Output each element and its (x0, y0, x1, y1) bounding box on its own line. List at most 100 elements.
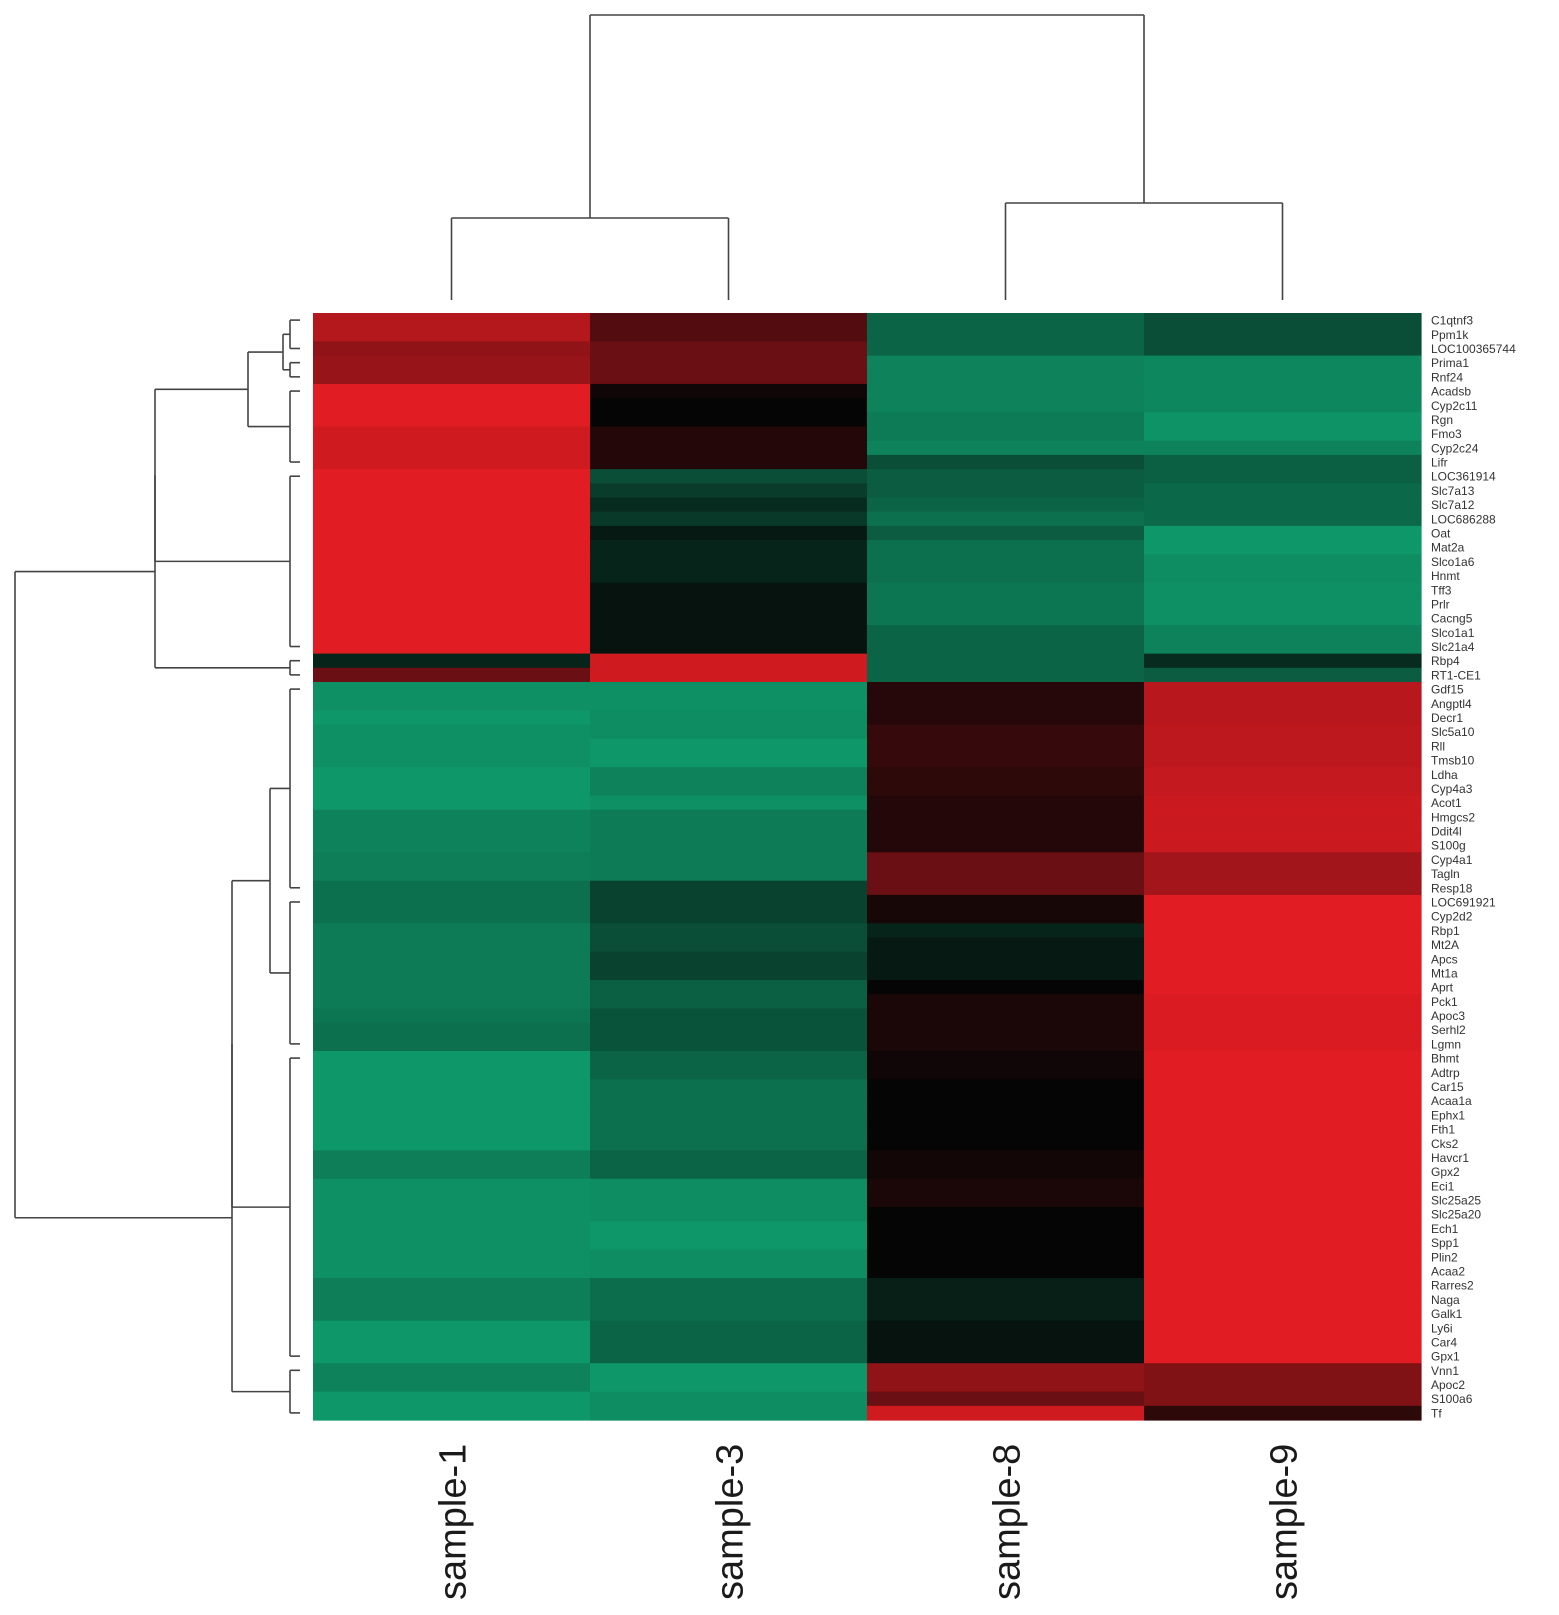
heatmap-cell (867, 696, 1145, 711)
heatmap-cell (313, 398, 591, 413)
heatmap-cell (590, 1136, 868, 1151)
heatmap-cell (867, 1391, 1145, 1407)
heatmap-cell (313, 866, 591, 882)
heatmap-cell (867, 1349, 1145, 1364)
heatmap-cell (867, 313, 1145, 328)
heatmap-cell (590, 440, 868, 456)
heatmap-cell (313, 838, 591, 853)
heatmap-cell (867, 781, 1145, 797)
heatmap-cell (867, 1136, 1145, 1151)
heatmap-cell (590, 1334, 868, 1350)
heatmap-cell (867, 525, 1145, 541)
heatmap-cell (1144, 469, 1422, 484)
heatmap-cell (313, 1278, 591, 1293)
heatmap-cell (590, 1093, 868, 1109)
heatmap-cell (867, 1107, 1145, 1123)
heatmap-cell (590, 454, 868, 470)
heatmap-cell (590, 1107, 868, 1123)
heatmap-cell (867, 1377, 1145, 1393)
heatmap-cell (590, 937, 868, 953)
heatmap-cell (313, 412, 591, 428)
heatmap-cell (313, 1164, 591, 1180)
heatmap-cell (313, 383, 591, 399)
gene-label: Rarres2 (1431, 1279, 1474, 1293)
heatmap-cell (313, 1306, 591, 1322)
heatmap-cell (590, 1363, 868, 1379)
heatmap-cell (867, 1022, 1145, 1038)
gene-label: Decr1 (1431, 711, 1463, 725)
heatmap-cell (590, 1121, 868, 1137)
sample-label: sample-1 (433, 1444, 475, 1600)
gene-label: Ephx1 (1431, 1108, 1465, 1122)
heatmap-cell (313, 1107, 591, 1123)
heatmap-cell (867, 724, 1145, 740)
heatmap-cell (1144, 1278, 1422, 1293)
gene-label: Tf (1431, 1406, 1442, 1420)
gene-label: Apoc3 (1431, 1009, 1465, 1023)
heatmap-cell (590, 738, 868, 754)
heatmap-cell (590, 781, 868, 797)
heatmap-cell (867, 710, 1145, 726)
gene-label: Prlr (1431, 597, 1450, 611)
heatmap-cell (313, 1235, 591, 1251)
heatmap-cell (1144, 540, 1422, 555)
gene-label: Rgn (1431, 413, 1453, 427)
gene-label: Mt1a (1431, 966, 1458, 980)
heatmap-cell (1144, 1164, 1422, 1180)
heatmap-cell (313, 582, 591, 598)
heatmap-cell (313, 923, 591, 939)
gene-label: Acaa1a (1431, 1094, 1472, 1108)
heatmap-cell (867, 738, 1145, 754)
gene-label: LOC361914 (1431, 470, 1496, 484)
heatmap-cell (867, 1051, 1145, 1066)
gene-label: Aprt (1431, 981, 1454, 995)
heatmap-cell (590, 469, 868, 484)
gene-label: Plin2 (1431, 1250, 1458, 1264)
heatmap-cell (313, 1121, 591, 1137)
heatmap-cell (867, 667, 1145, 683)
heatmap-cell (867, 909, 1145, 924)
heatmap-cell (1144, 1036, 1422, 1052)
heatmap-cell (590, 511, 868, 527)
heatmap-cell (590, 540, 868, 555)
heatmap-cell (313, 937, 591, 953)
heatmap-cell (590, 1008, 868, 1024)
gene-label: Tmsb10 (1431, 754, 1475, 768)
heatmap-cell (590, 383, 868, 399)
gene-label: Cyp2c11 (1431, 399, 1478, 413)
heatmap-cell (313, 752, 591, 768)
gene-label: RT1-CE1 (1431, 668, 1481, 682)
gene-label: Galk1 (1431, 1307, 1463, 1321)
row-dendrogram (14, 319, 300, 1414)
heatmap-cell (1144, 568, 1422, 584)
heatmap-cell (1144, 1405, 1422, 1421)
heatmap-cell (1144, 809, 1422, 825)
heatmap-cell (590, 355, 868, 371)
heatmap-cell (313, 454, 591, 470)
heatmap-cell (590, 568, 868, 584)
heatmap-cell (313, 568, 591, 584)
heatmap-cell (313, 1136, 591, 1151)
gene-label: Pck1 (1431, 995, 1458, 1009)
gene-label: Adtrp (1431, 1066, 1460, 1080)
gene-label: Fmo3 (1431, 427, 1462, 441)
heatmap-cell (1144, 369, 1422, 385)
heatmap-cell (590, 1022, 868, 1038)
gene-label: Lifr (1431, 456, 1448, 470)
gene-label: Serhl2 (1431, 1023, 1466, 1037)
heatmap-cell (590, 880, 868, 896)
sample-label: sample-8 (987, 1444, 1029, 1600)
heatmap-cell (867, 540, 1145, 555)
heatmap-cell (867, 327, 1145, 342)
gene-label: Fth1 (1431, 1123, 1455, 1137)
heatmap-cell (1144, 554, 1422, 570)
heatmap-cell (1144, 667, 1422, 683)
gene-label: Cyp2c24 (1431, 441, 1479, 455)
heatmap-cell (313, 1377, 591, 1393)
heatmap-cell (867, 497, 1145, 513)
heatmap-cell (1144, 866, 1422, 882)
heatmap-cell (313, 795, 591, 811)
heatmap-cell (867, 795, 1145, 811)
heatmap-cell (313, 525, 591, 541)
heatmap-cell (867, 951, 1145, 967)
